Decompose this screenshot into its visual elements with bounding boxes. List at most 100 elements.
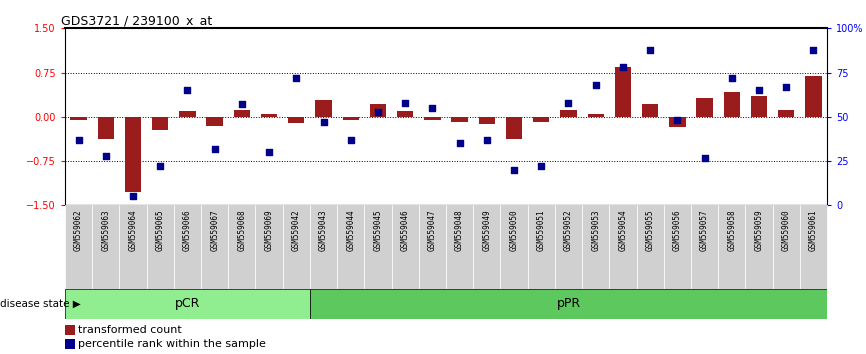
Point [480,137,494,143]
FancyBboxPatch shape [501,205,527,289]
Bar [397,111,413,117]
Text: disease state ▶: disease state ▶ [0,299,81,309]
Text: GSM559056: GSM559056 [673,210,682,251]
FancyBboxPatch shape [746,205,772,289]
Text: GSM559059: GSM559059 [754,210,764,251]
FancyBboxPatch shape [527,205,555,289]
Point [180,87,194,93]
Point [561,100,575,105]
Bar [751,96,767,117]
Bar [479,117,495,124]
Text: GSM559044: GSM559044 [346,210,355,251]
Text: GSM559042: GSM559042 [292,210,301,251]
FancyBboxPatch shape [365,205,391,289]
Bar [370,104,386,117]
Bar [560,110,577,117]
Bar [451,117,468,121]
Text: GDS3721 / 239100_x_at: GDS3721 / 239100_x_at [61,14,212,27]
FancyBboxPatch shape [201,205,229,289]
FancyBboxPatch shape [663,205,691,289]
Point [698,155,712,160]
FancyBboxPatch shape [282,205,310,289]
Point [208,146,222,152]
Text: GSM559068: GSM559068 [237,210,246,251]
Bar [70,117,87,120]
Bar [615,67,631,117]
FancyBboxPatch shape [446,205,473,289]
Text: GSM559066: GSM559066 [183,210,192,251]
Bar [669,117,686,127]
FancyBboxPatch shape [718,205,746,289]
FancyBboxPatch shape [691,205,718,289]
Point [126,194,140,199]
Point [806,47,820,52]
Text: GSM559060: GSM559060 [782,210,791,251]
FancyBboxPatch shape [92,205,120,289]
Text: GSM559069: GSM559069 [265,210,274,251]
Point [289,75,303,81]
Text: GSM559043: GSM559043 [319,210,328,251]
FancyBboxPatch shape [337,205,365,289]
FancyBboxPatch shape [229,205,255,289]
Point [725,75,739,81]
Text: GSM559055: GSM559055 [646,210,655,251]
Bar [179,111,196,117]
Text: pCR: pCR [175,297,200,310]
FancyBboxPatch shape [582,205,610,289]
Point [72,137,86,143]
Bar [65,289,310,319]
Point [643,47,657,52]
Point [371,109,385,114]
Bar [315,100,332,117]
Point [153,164,167,169]
Bar [234,110,250,117]
Bar [778,110,794,117]
Bar [343,117,359,120]
Text: GSM559048: GSM559048 [456,210,464,251]
Text: GSM559052: GSM559052 [564,210,573,251]
Point [453,141,467,146]
Text: GSM559062: GSM559062 [74,210,83,251]
Bar [533,117,549,121]
Bar [424,117,441,120]
Text: GSM559064: GSM559064 [128,210,138,251]
Bar [724,92,740,117]
FancyBboxPatch shape [255,205,282,289]
Text: GSM559046: GSM559046 [401,210,410,251]
Point [589,82,603,88]
FancyBboxPatch shape [610,205,637,289]
Text: GSM559058: GSM559058 [727,210,736,251]
Bar [152,117,168,130]
Bar [310,289,827,319]
Bar [587,114,604,117]
Point [398,100,412,105]
Point [317,119,331,125]
FancyBboxPatch shape [120,205,146,289]
Bar [206,117,223,126]
Text: GSM559057: GSM559057 [700,210,709,251]
Text: GSM559063: GSM559063 [101,210,110,251]
Bar [288,117,305,123]
Text: GSM559050: GSM559050 [509,210,519,251]
Text: GSM559067: GSM559067 [210,210,219,251]
Bar [642,104,658,117]
Text: GSM559054: GSM559054 [618,210,627,251]
Point [262,149,276,155]
Bar [805,75,822,117]
Text: GSM559045: GSM559045 [373,210,383,251]
Text: pPR: pPR [556,297,580,310]
Text: GSM559061: GSM559061 [809,210,818,251]
FancyBboxPatch shape [174,205,201,289]
FancyBboxPatch shape [310,205,337,289]
Text: GSM559047: GSM559047 [428,210,436,251]
FancyBboxPatch shape [419,205,446,289]
FancyBboxPatch shape [146,205,174,289]
Bar [696,98,713,117]
Point [752,87,766,93]
FancyBboxPatch shape [391,205,419,289]
Point [779,84,793,90]
FancyBboxPatch shape [65,205,92,289]
Point [534,164,548,169]
Point [670,118,684,123]
Point [616,64,630,70]
